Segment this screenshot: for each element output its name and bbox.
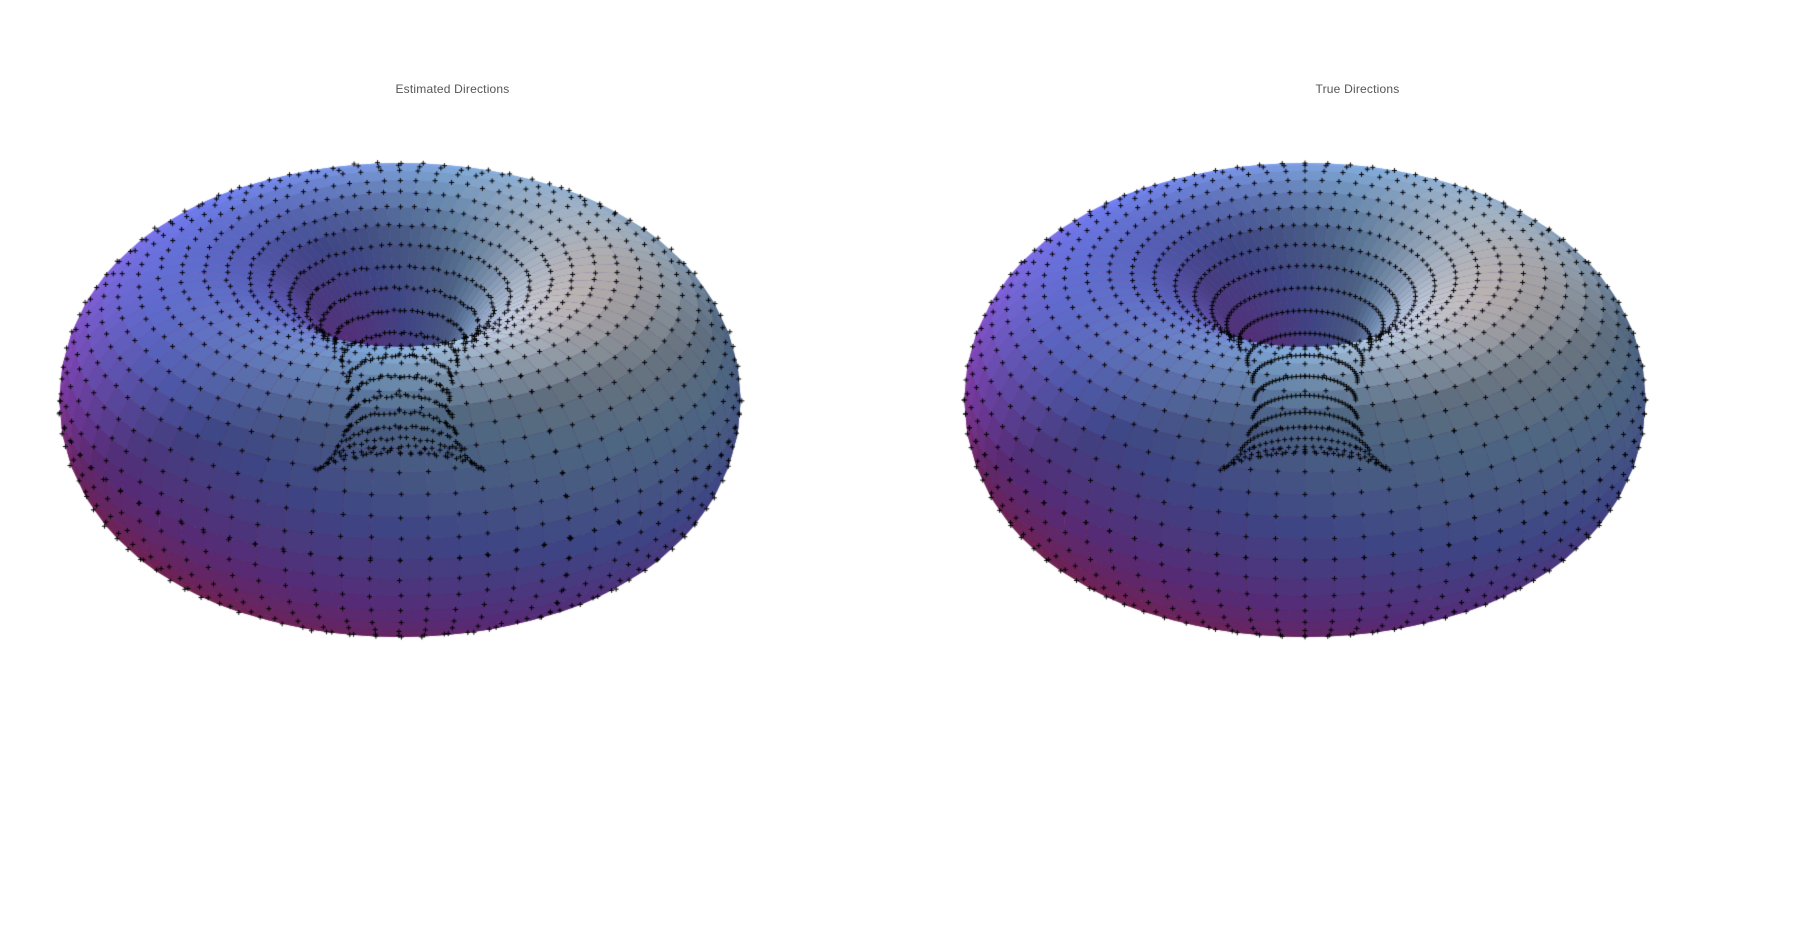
torus-canvas-true (905, 0, 1810, 945)
panel-estimated: Estimated Directions (0, 0, 905, 945)
panel-true: True Directions (905, 0, 1810, 945)
figure-page: Estimated Directions True Directions (0, 0, 1811, 945)
torus-canvas-estimated (0, 0, 905, 945)
